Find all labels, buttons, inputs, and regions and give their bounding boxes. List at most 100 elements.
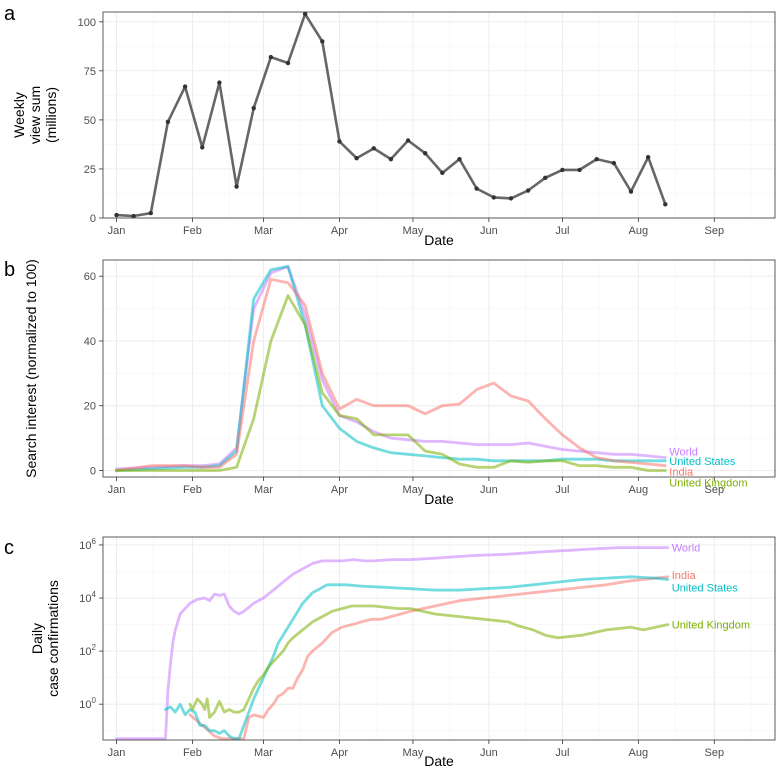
y-tick-exponent: 0 bbox=[92, 696, 97, 705]
data-point bbox=[371, 146, 376, 151]
x-tick-label: Aug bbox=[629, 225, 649, 237]
y-axis-title-line: case confirmations bbox=[45, 580, 61, 697]
data-point bbox=[320, 39, 325, 44]
data-point bbox=[560, 167, 565, 173]
legend-label-world: World bbox=[669, 447, 698, 459]
series-line-united-states bbox=[164, 575, 670, 740]
y-tick-label: 102 bbox=[79, 643, 96, 658]
y-tick-base: 10 bbox=[79, 699, 91, 711]
data-point bbox=[525, 188, 531, 193]
data-point bbox=[423, 151, 428, 156]
data-point bbox=[388, 156, 394, 162]
data-point bbox=[114, 212, 119, 218]
x-tick-label: Jul bbox=[555, 484, 569, 496]
data-point bbox=[457, 156, 462, 162]
data-point bbox=[405, 138, 411, 143]
x-tick-label: Aug bbox=[629, 747, 649, 759]
y-tick-label: 0 bbox=[90, 213, 96, 225]
y-tick-label: 25 bbox=[84, 164, 96, 176]
data-point bbox=[594, 156, 599, 162]
x-tick-label: Feb bbox=[183, 225, 202, 237]
x-tick-label: Mar bbox=[254, 225, 273, 237]
plot-area bbox=[103, 12, 775, 218]
data-point bbox=[182, 84, 188, 89]
series-group bbox=[115, 265, 667, 472]
plot-frame bbox=[102, 259, 776, 478]
data-point bbox=[268, 54, 274, 60]
chart-panel-c: Jan Feb Mar Apr May Jun Jul Aug Sep100102104106W… bbox=[4, 536, 776, 769]
data-point bbox=[285, 60, 291, 66]
y-axis-title-line: Search interest (normalized to 100) bbox=[23, 259, 39, 478]
legend-label-united-states: United States bbox=[669, 456, 736, 468]
y-tick-label: 75 bbox=[84, 66, 96, 78]
x-tick-label: Mar bbox=[254, 747, 273, 759]
x-tick-label: Sep bbox=[705, 747, 725, 759]
data-point bbox=[302, 12, 308, 17]
y-axis-title-line: (millions) bbox=[43, 87, 59, 143]
data-point bbox=[663, 202, 668, 207]
series-group bbox=[114, 12, 668, 218]
x-tick-label: Apr bbox=[331, 747, 348, 759]
x-axis-title: Date bbox=[424, 491, 454, 507]
x-tick-label: May bbox=[403, 484, 424, 496]
y-axis-title: Weeklyview sum(millions) bbox=[11, 86, 59, 144]
y-tick-exponent: 2 bbox=[92, 643, 97, 652]
data-point bbox=[217, 80, 222, 85]
panel-label: b bbox=[4, 259, 15, 281]
data-point bbox=[474, 186, 479, 191]
data-point bbox=[628, 189, 634, 194]
y-tick-label: 50 bbox=[84, 115, 96, 127]
legend-label-united-kingdom: United Kingdom bbox=[669, 478, 747, 490]
y-tick-label: 60 bbox=[84, 271, 96, 283]
y-axis-title-line: view sum bbox=[27, 86, 43, 144]
data-point bbox=[354, 155, 359, 161]
y-axis-title: Search interest (normalized to 100) bbox=[23, 259, 39, 478]
data-point bbox=[491, 195, 496, 200]
data-point bbox=[337, 139, 342, 144]
y-tick-base: 10 bbox=[79, 593, 91, 605]
x-tick-label: Jun bbox=[480, 484, 498, 496]
y-tick-label: 100 bbox=[78, 17, 96, 29]
data-point bbox=[148, 210, 153, 216]
x-tick-label: Feb bbox=[183, 747, 202, 759]
data-point bbox=[165, 119, 171, 125]
data-point bbox=[645, 154, 651, 160]
legend-label-united-kingdom: United Kingdom bbox=[672, 620, 750, 632]
x-axis-title: Date bbox=[424, 753, 454, 769]
x-tick-label: May bbox=[403, 225, 424, 237]
y-tick-label: 40 bbox=[84, 336, 96, 348]
x-tick-label: Feb bbox=[183, 484, 202, 496]
plot-area bbox=[103, 537, 775, 740]
x-tick-label: Jun bbox=[480, 747, 498, 759]
y-tick-exponent: 6 bbox=[92, 537, 97, 546]
panel-label: a bbox=[4, 3, 16, 25]
x-tick-label: Mar bbox=[254, 484, 273, 496]
y-tick-label: 20 bbox=[84, 401, 96, 413]
data-point bbox=[251, 105, 256, 111]
x-tick-label: Apr bbox=[331, 484, 348, 496]
y-tick-label: 100 bbox=[79, 696, 96, 711]
series-line-india bbox=[188, 575, 670, 740]
x-axis-title: Date bbox=[424, 232, 454, 248]
x-tick-label: Sep bbox=[705, 225, 725, 237]
x-tick-label: Apr bbox=[331, 225, 348, 237]
series-line-united-kingdom bbox=[188, 604, 670, 719]
plot-frame bbox=[102, 11, 776, 219]
data-point bbox=[200, 145, 205, 150]
y-tick-label: 106 bbox=[79, 537, 96, 552]
data-point bbox=[577, 167, 582, 173]
legend-label-india: India bbox=[672, 570, 697, 582]
y-tick-base: 10 bbox=[79, 540, 91, 552]
x-tick-label: Jan bbox=[108, 484, 126, 496]
y-axis-title-line: Weekly bbox=[11, 92, 27, 138]
chart-panel-b: Jan Feb Mar Apr May Jun Jul Aug Sep0204060WorldU… bbox=[4, 259, 776, 507]
x-tick-label: Jul bbox=[555, 747, 569, 759]
legend-label-world: World bbox=[672, 543, 701, 555]
data-point bbox=[440, 170, 445, 176]
x-tick-label: Jan bbox=[108, 747, 126, 759]
x-tick-label: Jul bbox=[555, 225, 569, 237]
chart-panel-a: Jan Feb Mar Apr May Jun Jul Aug Sep 0 25 50 75 100 a Da… bbox=[4, 3, 776, 248]
x-tick-label: Jan bbox=[108, 225, 126, 237]
legend-label-united-states: United States bbox=[672, 582, 739, 594]
series-line-world bbox=[115, 546, 670, 740]
